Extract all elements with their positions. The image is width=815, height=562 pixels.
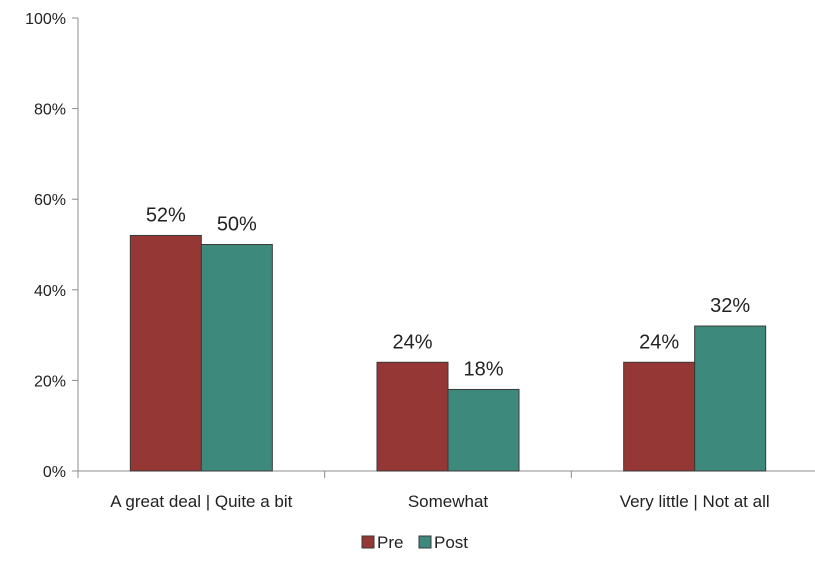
x-tick-label: Somewhat (408, 492, 489, 511)
data-label: 18% (463, 358, 503, 380)
y-tick-label: 40% (34, 283, 66, 300)
bar-post (200, 244, 273, 472)
y-tick-label: 20% (34, 373, 66, 390)
data-label: 24% (639, 331, 679, 353)
bar-post (694, 325, 767, 472)
legend: Pre Post (361, 533, 468, 552)
bar-pre (623, 361, 696, 472)
data-label: 52% (146, 204, 186, 226)
x-tick-label: A great deal | Quite a bit (110, 492, 292, 511)
y-tick-label: 0% (43, 464, 66, 481)
y-tick-label: 100% (25, 11, 66, 28)
axes: 0% 20% 40% 60% 80% 100% A great deal | Quite a… (25, 11, 815, 511)
x-tick-label: Very little | Not at all (620, 492, 770, 511)
legend-swatch-pre (361, 535, 375, 549)
legend-label-post: Post (434, 533, 468, 552)
y-tick-label: 80% (34, 102, 66, 119)
data-label: 24% (392, 331, 432, 353)
data-labels: 52% 50% 24% 18% 24% 32% (146, 204, 751, 380)
bars (129, 234, 767, 472)
bar-post (447, 388, 520, 472)
legend-swatch-post (418, 535, 432, 549)
bar-pre (376, 361, 449, 472)
y-tick-label: 60% (34, 192, 66, 209)
data-label: 50% (217, 214, 257, 236)
data-label: 32% (710, 295, 750, 317)
bar-pre (129, 234, 202, 472)
legend-label-pre: Pre (377, 533, 403, 552)
